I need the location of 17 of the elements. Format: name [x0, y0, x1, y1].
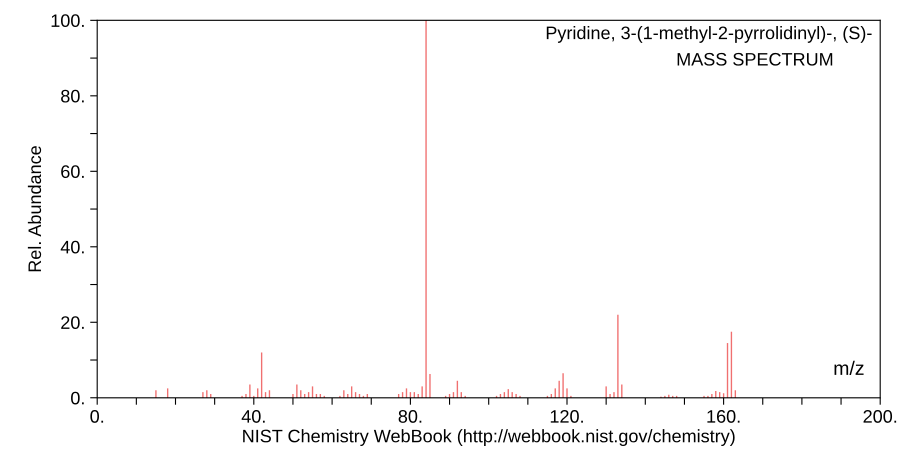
- y-tick-label: 100.: [52, 14, 84, 28]
- y-axis-title: Rel. Abundance: [28, 146, 42, 272]
- x-tick-label: 200.: [864, 410, 896, 423]
- y-tick-label: 20.: [61, 316, 84, 329]
- x-tick-label: 160.: [707, 410, 740, 423]
- text: MASS SPECTRUM: [678, 52, 832, 66]
- chart-title: Pyridine, 3-(1-methyl-2-pyrrolidinyl)-, (S)-: [546, 26, 872, 43]
- x-tick-label: 80.: [398, 410, 422, 423]
- y-tick-label: 40.: [60, 240, 84, 254]
- x-tick-label: 120.: [550, 410, 583, 423]
- x-axis-title: NIST Chemistry WebBook (http://webbook.nist.gov/chemistry): [243, 429, 735, 446]
- y-tick-label: 60.: [61, 165, 84, 178]
- x-tick-label: 0.: [90, 410, 104, 423]
- annotation: m/z: [834, 360, 864, 376]
- y-tick-label: 80.: [61, 90, 84, 103]
- x-tick-label: 40.: [242, 410, 265, 423]
- y-tick-label: 0.: [71, 392, 84, 404]
